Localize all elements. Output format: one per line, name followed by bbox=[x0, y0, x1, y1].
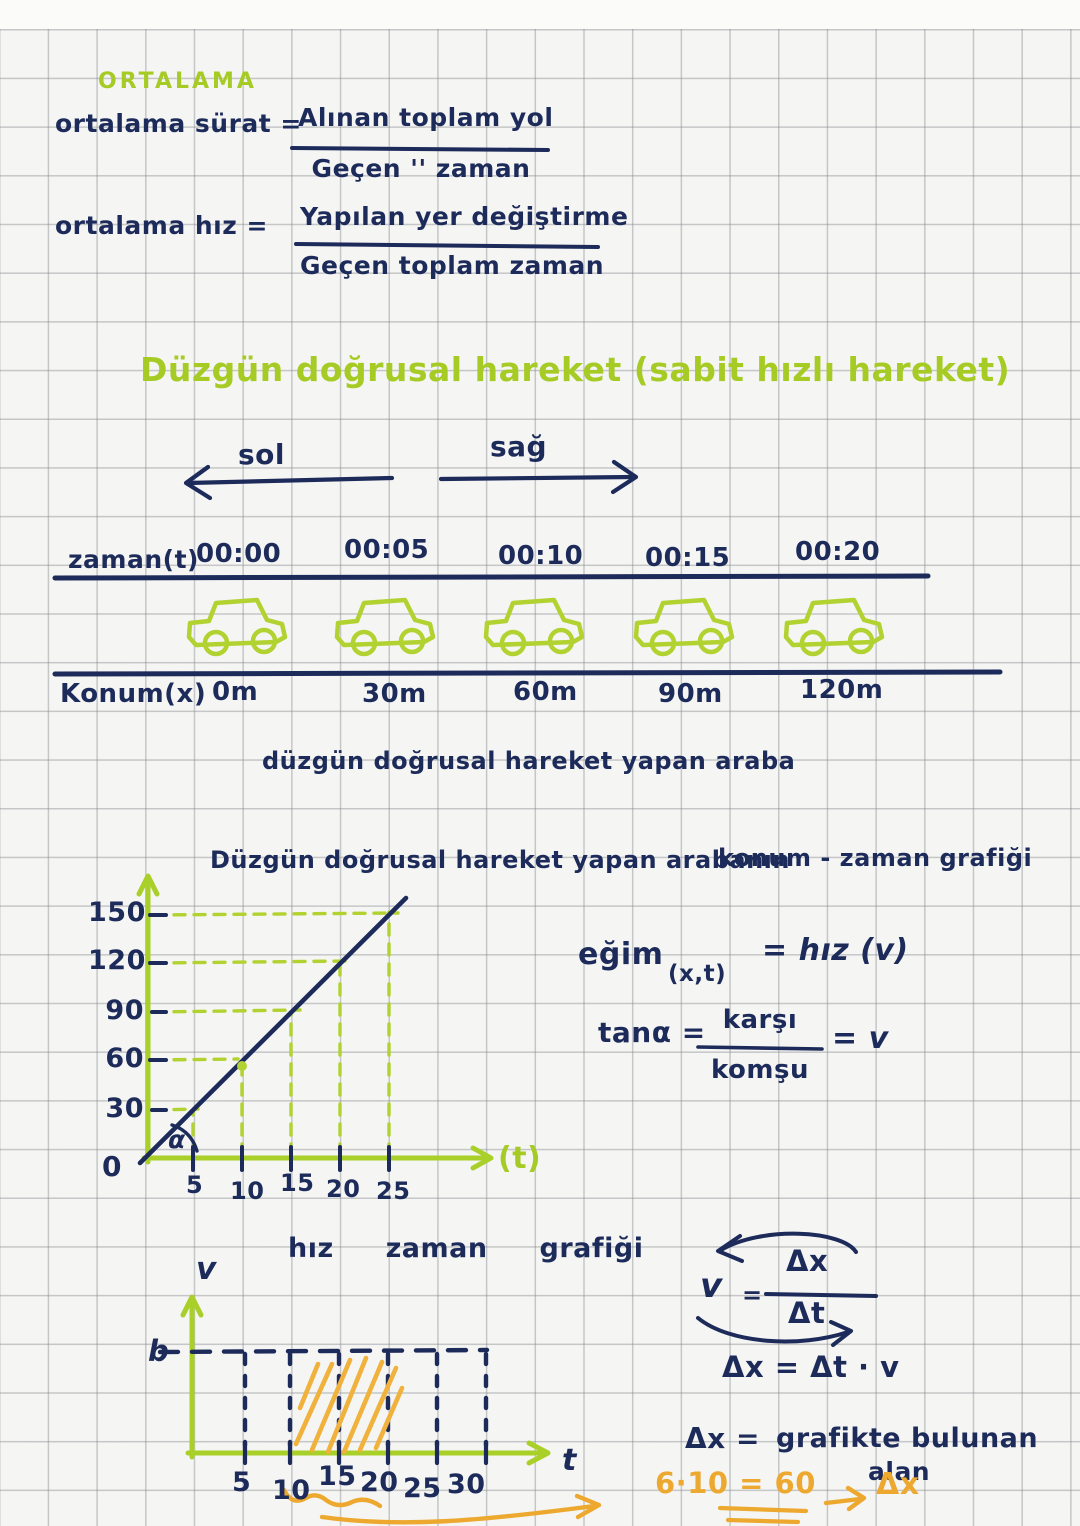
avg-speed-fraction-bar bbox=[290, 146, 550, 152]
data-point-dot bbox=[237, 1061, 247, 1071]
car-icon bbox=[189, 600, 285, 654]
y-tick-label: 30 bbox=[105, 1093, 144, 1124]
tan-numerator: karşı bbox=[722, 1005, 798, 1035]
underline-swoosh-arrow bbox=[696, 1316, 853, 1347]
avg-velocity-lhs: ortalama hız = bbox=[55, 211, 268, 240]
delta-t-denominator: Δt bbox=[788, 1296, 826, 1330]
car-icon bbox=[337, 600, 433, 654]
y-tick-label: 120 bbox=[88, 945, 146, 976]
orange-double-underline bbox=[717, 1505, 809, 1525]
position-value: 90m bbox=[658, 679, 723, 709]
time-row-rule bbox=[52, 573, 931, 581]
x-tick-label: 5 bbox=[232, 1467, 252, 1498]
avg-speed-numerator: Alınan toplam yol bbox=[298, 103, 554, 132]
car-icon bbox=[486, 600, 582, 654]
label-sag: sağ bbox=[490, 430, 548, 463]
b-level-label: b bbox=[148, 1334, 170, 1368]
area-result-dx: Δx bbox=[876, 1467, 920, 1502]
page-top-margin bbox=[0, 0, 1080, 29]
position-value: 0m bbox=[212, 677, 259, 707]
time-value: 00:10 bbox=[498, 541, 584, 571]
position-time-graph-axes bbox=[136, 873, 494, 1171]
position-value: 30m bbox=[362, 679, 427, 709]
graph1-x-axis-label: (t) bbox=[498, 1141, 542, 1176]
y-tick-label: 90 bbox=[105, 995, 144, 1026]
graph1-caption-right: konum - zaman grafiği bbox=[718, 844, 1033, 872]
tan-denominator: komşu bbox=[710, 1055, 810, 1085]
dx-area-lhs: Δx = bbox=[685, 1422, 760, 1455]
position-value: 60m bbox=[513, 677, 578, 707]
orange-result-arrow-icon bbox=[823, 1485, 867, 1512]
heading-ortalama: ORTALAMA bbox=[98, 69, 257, 94]
avg-velocity-numerator: Yapılan yer değiştirme bbox=[300, 202, 629, 231]
dx-dt-fraction-bar bbox=[764, 1292, 878, 1298]
position-row-label: Konum(x) bbox=[60, 679, 207, 709]
right-direction-arrow-icon bbox=[438, 459, 639, 495]
car-icon bbox=[636, 600, 732, 654]
position-time-graph-guides bbox=[152, 910, 400, 1157]
x-tick-label: 20 bbox=[360, 1467, 399, 1498]
delta-x-numerator: Δx bbox=[786, 1244, 829, 1278]
y-tick-label: 60 bbox=[105, 1043, 144, 1074]
avg-velocity-denominator: Geçen toplam zaman bbox=[300, 251, 605, 280]
v-symbol: v bbox=[700, 1266, 723, 1306]
x-tick-label: 25 bbox=[376, 1177, 411, 1205]
b-level-dashed-line bbox=[157, 1347, 490, 1355]
graph2-title: hız zaman grafiği bbox=[288, 1233, 644, 1264]
x-tick-label: 15 bbox=[280, 1169, 315, 1197]
left-direction-arrow-icon bbox=[183, 464, 395, 501]
x-tick-label: 20 bbox=[326, 1175, 361, 1203]
equals-sign: = bbox=[742, 1281, 763, 1309]
car-icon bbox=[786, 600, 882, 654]
orange-squiggle bbox=[281, 1487, 383, 1509]
position-row-rule bbox=[52, 669, 1003, 677]
origin-label: 0 bbox=[102, 1150, 122, 1183]
x-tick-label: 30 bbox=[447, 1469, 486, 1500]
time-value: 00:20 bbox=[795, 537, 881, 567]
timeline-caption: düzgün doğrusal hareket yapan araba bbox=[262, 747, 796, 775]
x-axis-tick-marks bbox=[191, 1145, 391, 1172]
avg-speed-lhs: ortalama sürat = bbox=[55, 109, 302, 138]
tan-fraction-bar bbox=[696, 1045, 824, 1051]
tan-lhs: tanα = bbox=[598, 1016, 706, 1049]
x-tick-label: 15 bbox=[318, 1461, 357, 1492]
avg-velocity-fraction-bar bbox=[294, 242, 600, 249]
orange-swoosh-arrow bbox=[319, 1493, 602, 1525]
angle-arc bbox=[170, 1123, 199, 1153]
graph2-x-axis-label: t bbox=[562, 1443, 577, 1478]
time-value: 00:00 bbox=[196, 539, 282, 569]
y-tick-label: 150 bbox=[88, 897, 146, 928]
tan-rhs: = v bbox=[832, 1021, 889, 1056]
position-value: 120m bbox=[800, 675, 884, 705]
time-value: 00:05 bbox=[344, 535, 430, 565]
egim-rhs: = hız (v) bbox=[762, 933, 909, 968]
avg-speed-denominator: Geçen '' zaman bbox=[311, 154, 531, 183]
x-tick-label: 5 bbox=[186, 1171, 204, 1199]
graph2-y-axis-label: v bbox=[196, 1251, 217, 1287]
angle-label: α bbox=[168, 1125, 186, 1154]
time-value: 00:15 bbox=[645, 543, 731, 573]
dx-area-alan: alan bbox=[868, 1457, 931, 1486]
x-tick-label: 25 bbox=[403, 1473, 442, 1504]
time-row-label: zaman(t) bbox=[68, 545, 199, 574]
position-time-line bbox=[137, 895, 409, 1166]
x-tick-label: 10 bbox=[272, 1475, 311, 1506]
area-calculation: 6·10 = 60 bbox=[655, 1466, 816, 1500]
y-axis-tick-marks bbox=[148, 913, 168, 1112]
loop-arrow-top bbox=[716, 1231, 858, 1263]
egim-label: eğim bbox=[578, 937, 664, 972]
egim-subscript: (x,t) bbox=[668, 961, 727, 987]
dx-equals-dt-v: Δx = Δt · v bbox=[722, 1350, 900, 1384]
velocity-graph-x-ticks bbox=[242, 1440, 489, 1466]
hatched-area bbox=[293, 1355, 405, 1455]
section-title: Düzgün doğrusal hareket (sabit hızlı har… bbox=[140, 350, 1011, 389]
graph1-caption-left: Düzgün doğrusal hareket yapan arabanın bbox=[210, 846, 790, 874]
dx-area-rhs: grafikte bulunan bbox=[776, 1423, 1039, 1454]
label-sol: sol bbox=[238, 438, 285, 471]
x-tick-label: 10 bbox=[230, 1177, 265, 1205]
